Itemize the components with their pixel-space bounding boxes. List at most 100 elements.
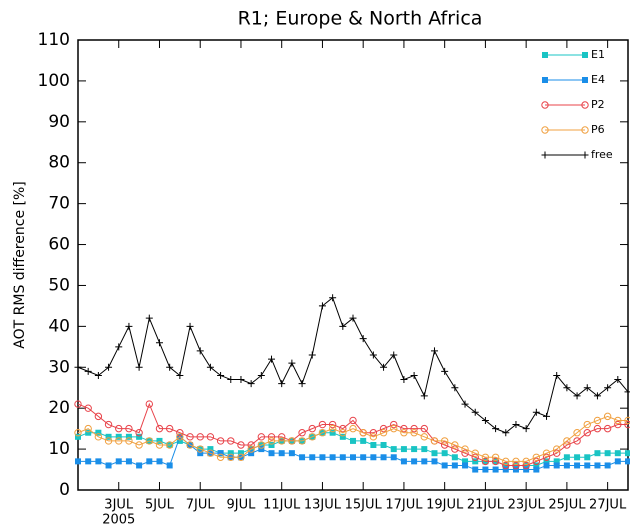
data-point: [502, 457, 510, 466]
data-point: [227, 453, 235, 461]
data-point: [105, 462, 112, 469]
data-point: [196, 445, 204, 453]
data-point: [461, 400, 469, 408]
data-point: [512, 421, 520, 429]
data-point: [125, 433, 132, 440]
data-point: [370, 454, 377, 461]
data-point: [95, 458, 102, 465]
data-point: [390, 351, 398, 359]
x-tick-label: 19JUL: [426, 498, 464, 513]
x-tick-label: 3JUL: [104, 498, 134, 513]
data-point: [421, 458, 428, 465]
data-point: [136, 433, 143, 440]
data-point: [186, 322, 194, 330]
data-point: [400, 458, 407, 465]
y-tick-label: 70: [48, 194, 70, 214]
y-tick-label: 30: [48, 357, 70, 377]
data-point: [257, 371, 265, 379]
data-point: [308, 424, 316, 433]
data-point: [298, 429, 306, 437]
data-point: [217, 450, 224, 457]
data-point: [278, 437, 286, 445]
data-point: [563, 454, 570, 461]
data-point: [441, 462, 448, 469]
y-tick-label: 110: [38, 30, 70, 50]
legend-label: P2: [591, 98, 605, 111]
data-point: [380, 442, 387, 448]
data-point: [359, 335, 367, 343]
data-point: [390, 424, 398, 433]
data-point: [533, 466, 540, 473]
data-point: [207, 446, 214, 453]
data-point: [441, 450, 448, 457]
y-tick-label: 10: [48, 439, 70, 459]
data-point: [553, 462, 560, 469]
data-point: [94, 433, 103, 441]
data-point: [369, 433, 378, 441]
data-point: [492, 425, 500, 433]
legend-marker: [541, 126, 549, 134]
y-tick-label: 80: [48, 153, 70, 173]
data-point: [625, 450, 630, 457]
legend-marker: [581, 126, 589, 134]
data-point: [522, 461, 530, 470]
data-point: [594, 462, 601, 469]
data-point: [339, 429, 347, 437]
data-point: [481, 457, 490, 466]
data-point: [125, 458, 132, 465]
data-point: [431, 458, 438, 465]
data-point: [165, 424, 174, 433]
data-point: [349, 416, 357, 425]
data-point: [359, 429, 367, 437]
data-point: [451, 454, 458, 461]
y-tick-label: 0: [59, 480, 70, 500]
data-point: [573, 392, 581, 400]
data-point: [217, 371, 225, 379]
data-point: [421, 446, 428, 453]
data-point: [278, 450, 285, 457]
data-point: [390, 446, 397, 453]
data-point: [532, 453, 541, 461]
data-point: [614, 420, 622, 429]
y-axis-label: AOT RMS difference [%]: [12, 181, 28, 348]
data-point: [472, 458, 479, 465]
data-point: [563, 437, 571, 445]
x-tick-label: 11JUL: [263, 498, 301, 513]
legend-label: E4: [591, 73, 605, 86]
data-point: [145, 437, 153, 445]
data-point: [298, 437, 306, 445]
data-point: [166, 462, 173, 469]
data-point: [430, 347, 438, 355]
data-point: [237, 376, 245, 384]
data-point: [440, 441, 449, 449]
x-tick-label: 7JUL: [186, 498, 216, 513]
legend-marker: [541, 101, 549, 109]
data-point: [125, 424, 133, 433]
data-point: [186, 433, 194, 441]
data-point: [309, 454, 316, 461]
data-point: [584, 462, 591, 469]
data-point: [614, 450, 621, 457]
data-point: [339, 433, 346, 440]
data-point: [74, 429, 82, 437]
data-point: [369, 429, 378, 437]
data-point: [492, 466, 499, 473]
data-point: [105, 433, 112, 440]
data-point: [400, 429, 408, 437]
data-point: [94, 412, 103, 421]
data-point: [115, 433, 122, 440]
data-point: [278, 433, 286, 441]
data-point: [257, 433, 266, 441]
data-point: [145, 314, 153, 322]
data-point: [115, 343, 123, 351]
data-point: [288, 450, 295, 457]
data-point: [583, 420, 591, 429]
data-point: [329, 429, 336, 436]
data-point: [268, 355, 276, 363]
data-point: [85, 429, 92, 436]
data-point: [349, 424, 357, 433]
data-point: [604, 462, 611, 469]
data-point: [461, 445, 469, 453]
data-point: [105, 363, 113, 371]
data-point: [206, 449, 215, 457]
